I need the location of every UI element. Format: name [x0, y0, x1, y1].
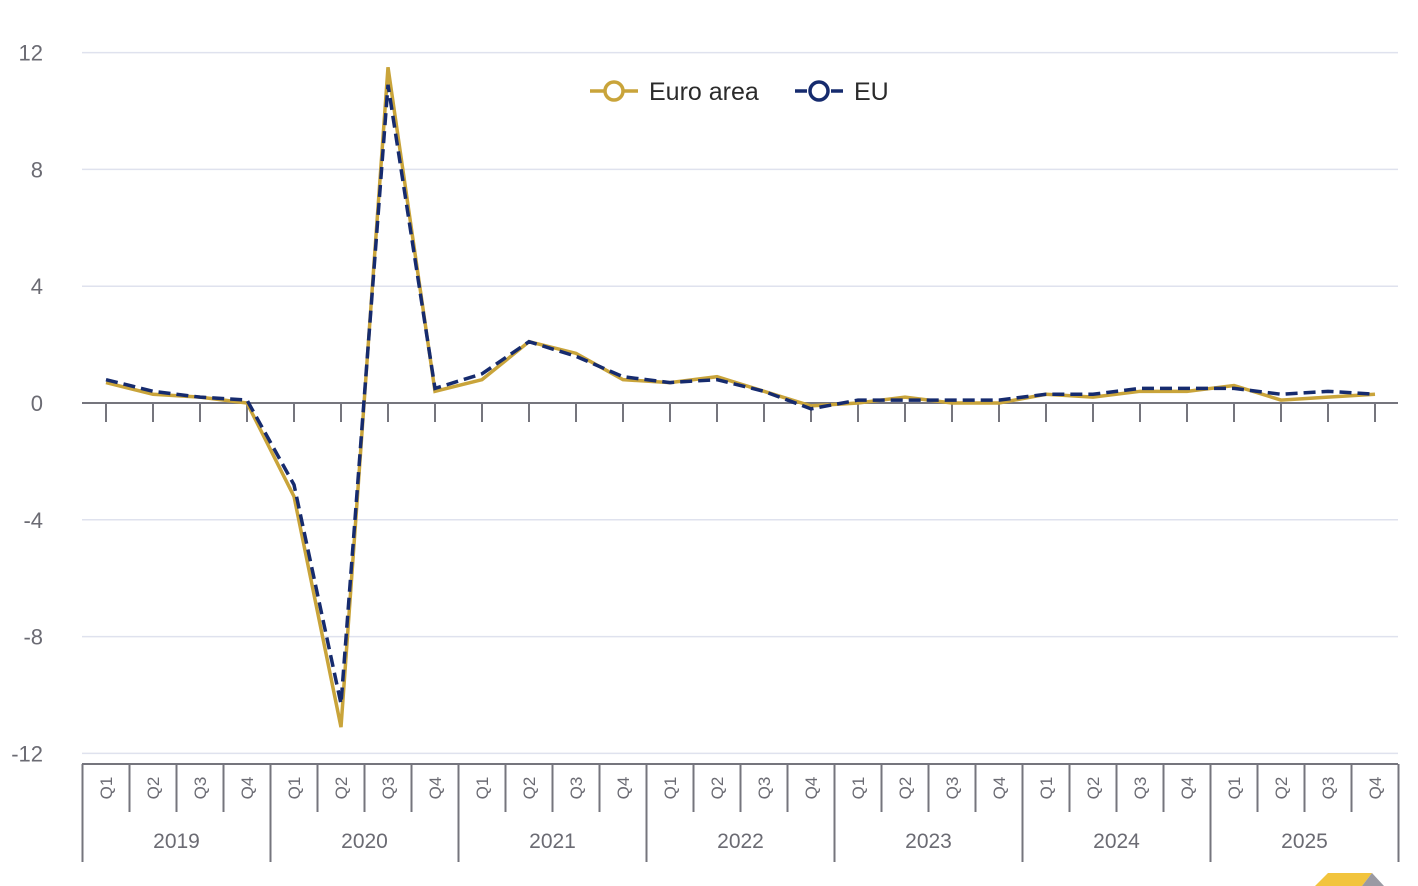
legend-marker-icon	[603, 80, 625, 102]
quarter-label: Q2	[1272, 777, 1291, 800]
quarter-label: Q3	[1319, 777, 1338, 800]
y-tick-label: 8	[31, 157, 43, 182]
y-tick-label: -8	[23, 625, 43, 650]
y-tick-label: -12	[11, 741, 43, 766]
corner-logo-icon	[1315, 873, 1384, 886]
series-lines	[105, 66, 1376, 728]
series-line-euro-area[interactable]	[105, 66, 1376, 728]
quarter-label: Q2	[896, 777, 915, 800]
year-label: 2025	[1281, 830, 1328, 853]
legend-label: EU	[854, 78, 889, 106]
quarter-label: Q1	[1037, 777, 1056, 800]
quarter-label: Q1	[97, 777, 116, 800]
quarter-label: Q2	[144, 777, 163, 800]
year-label: 2023	[905, 830, 952, 853]
quarter-label: Q3	[379, 777, 398, 800]
quarter-label: Q3	[191, 777, 210, 800]
legend-label: Euro area	[649, 78, 759, 106]
y-tick-label: -4	[23, 508, 43, 533]
quarter-label: Q4	[802, 777, 821, 800]
quarter-label: Q4	[1366, 777, 1385, 800]
quarter-label: Q2	[520, 777, 539, 800]
quarter-label: Q4	[1178, 777, 1197, 800]
quarter-label: Q2	[1084, 777, 1103, 800]
quarter-label: Q3	[567, 777, 586, 800]
quarter-label: Q1	[285, 777, 304, 800]
y-axis: 12 8 4 0 -4 -8 -12	[11, 41, 43, 767]
quarter-label: Q3	[755, 777, 774, 800]
legend-item-eu[interactable]: EU	[795, 78, 889, 106]
quarter-label: Q1	[849, 777, 868, 800]
quarter-label: Q2	[332, 777, 351, 800]
quarter-label: Q4	[614, 777, 633, 800]
y-tick-label: 12	[19, 41, 43, 66]
quarter-label: Q4	[990, 777, 1009, 800]
year-label: 2019	[153, 830, 200, 853]
legend-marker-icon	[808, 80, 830, 102]
year-label: 2024	[1093, 830, 1140, 853]
quarter-label: Q3	[1131, 777, 1150, 800]
quarter-label: Q1	[661, 777, 680, 800]
quarter-label: Q4	[238, 777, 257, 800]
quarter-label: Q4	[426, 777, 445, 800]
year-label: 2020	[341, 830, 388, 853]
y-tick-label: 0	[31, 391, 43, 416]
y-tick-label: 4	[31, 274, 43, 299]
year-label: 2022	[717, 830, 764, 853]
year-label: 2021	[529, 830, 576, 853]
x-axis: Q1 Q2 Q3 Q4 Q1 Q2 Q3 Q4 Q1 Q2 Q3 Q4 Q1 Q2 Q3 Q4 Q1 Q2 Q3 Q4…	[81, 402, 1400, 862]
quarter-label: Q1	[1225, 777, 1244, 800]
legend: Euro area EU	[590, 78, 889, 106]
legend-item-euro-area[interactable]: Euro area	[590, 78, 759, 106]
quarter-label: Q2	[708, 777, 727, 800]
quarter-label: Q3	[943, 777, 962, 800]
series-line-eu[interactable]	[105, 84, 1376, 705]
quarter-label: Q1	[473, 777, 492, 800]
